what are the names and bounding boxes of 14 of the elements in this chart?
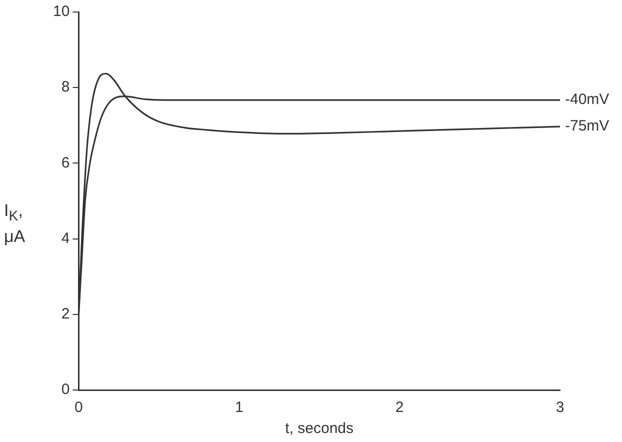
y-tick-label: 8: [61, 78, 70, 96]
x-tick-label: 2: [395, 399, 404, 416]
x-axis-title: t, seconds: [285, 420, 354, 438]
y-axis-title: I$_{K}$, μA: [4, 200, 26, 248]
y-tick-label: 2: [61, 306, 70, 323]
y-tick-label: 10: [52, 3, 70, 20]
series-label: -40mV: [565, 91, 610, 108]
x-tick-label: 0: [74, 399, 83, 416]
x-tick-label: 1: [234, 399, 244, 416]
y-tick-label: 4: [61, 230, 70, 247]
x-tick-label: 3: [556, 399, 564, 416]
y-tick-label: 0: [61, 381, 70, 398]
series-label: -75mV: [565, 118, 610, 135]
y-tick-label: 6: [61, 154, 70, 172]
